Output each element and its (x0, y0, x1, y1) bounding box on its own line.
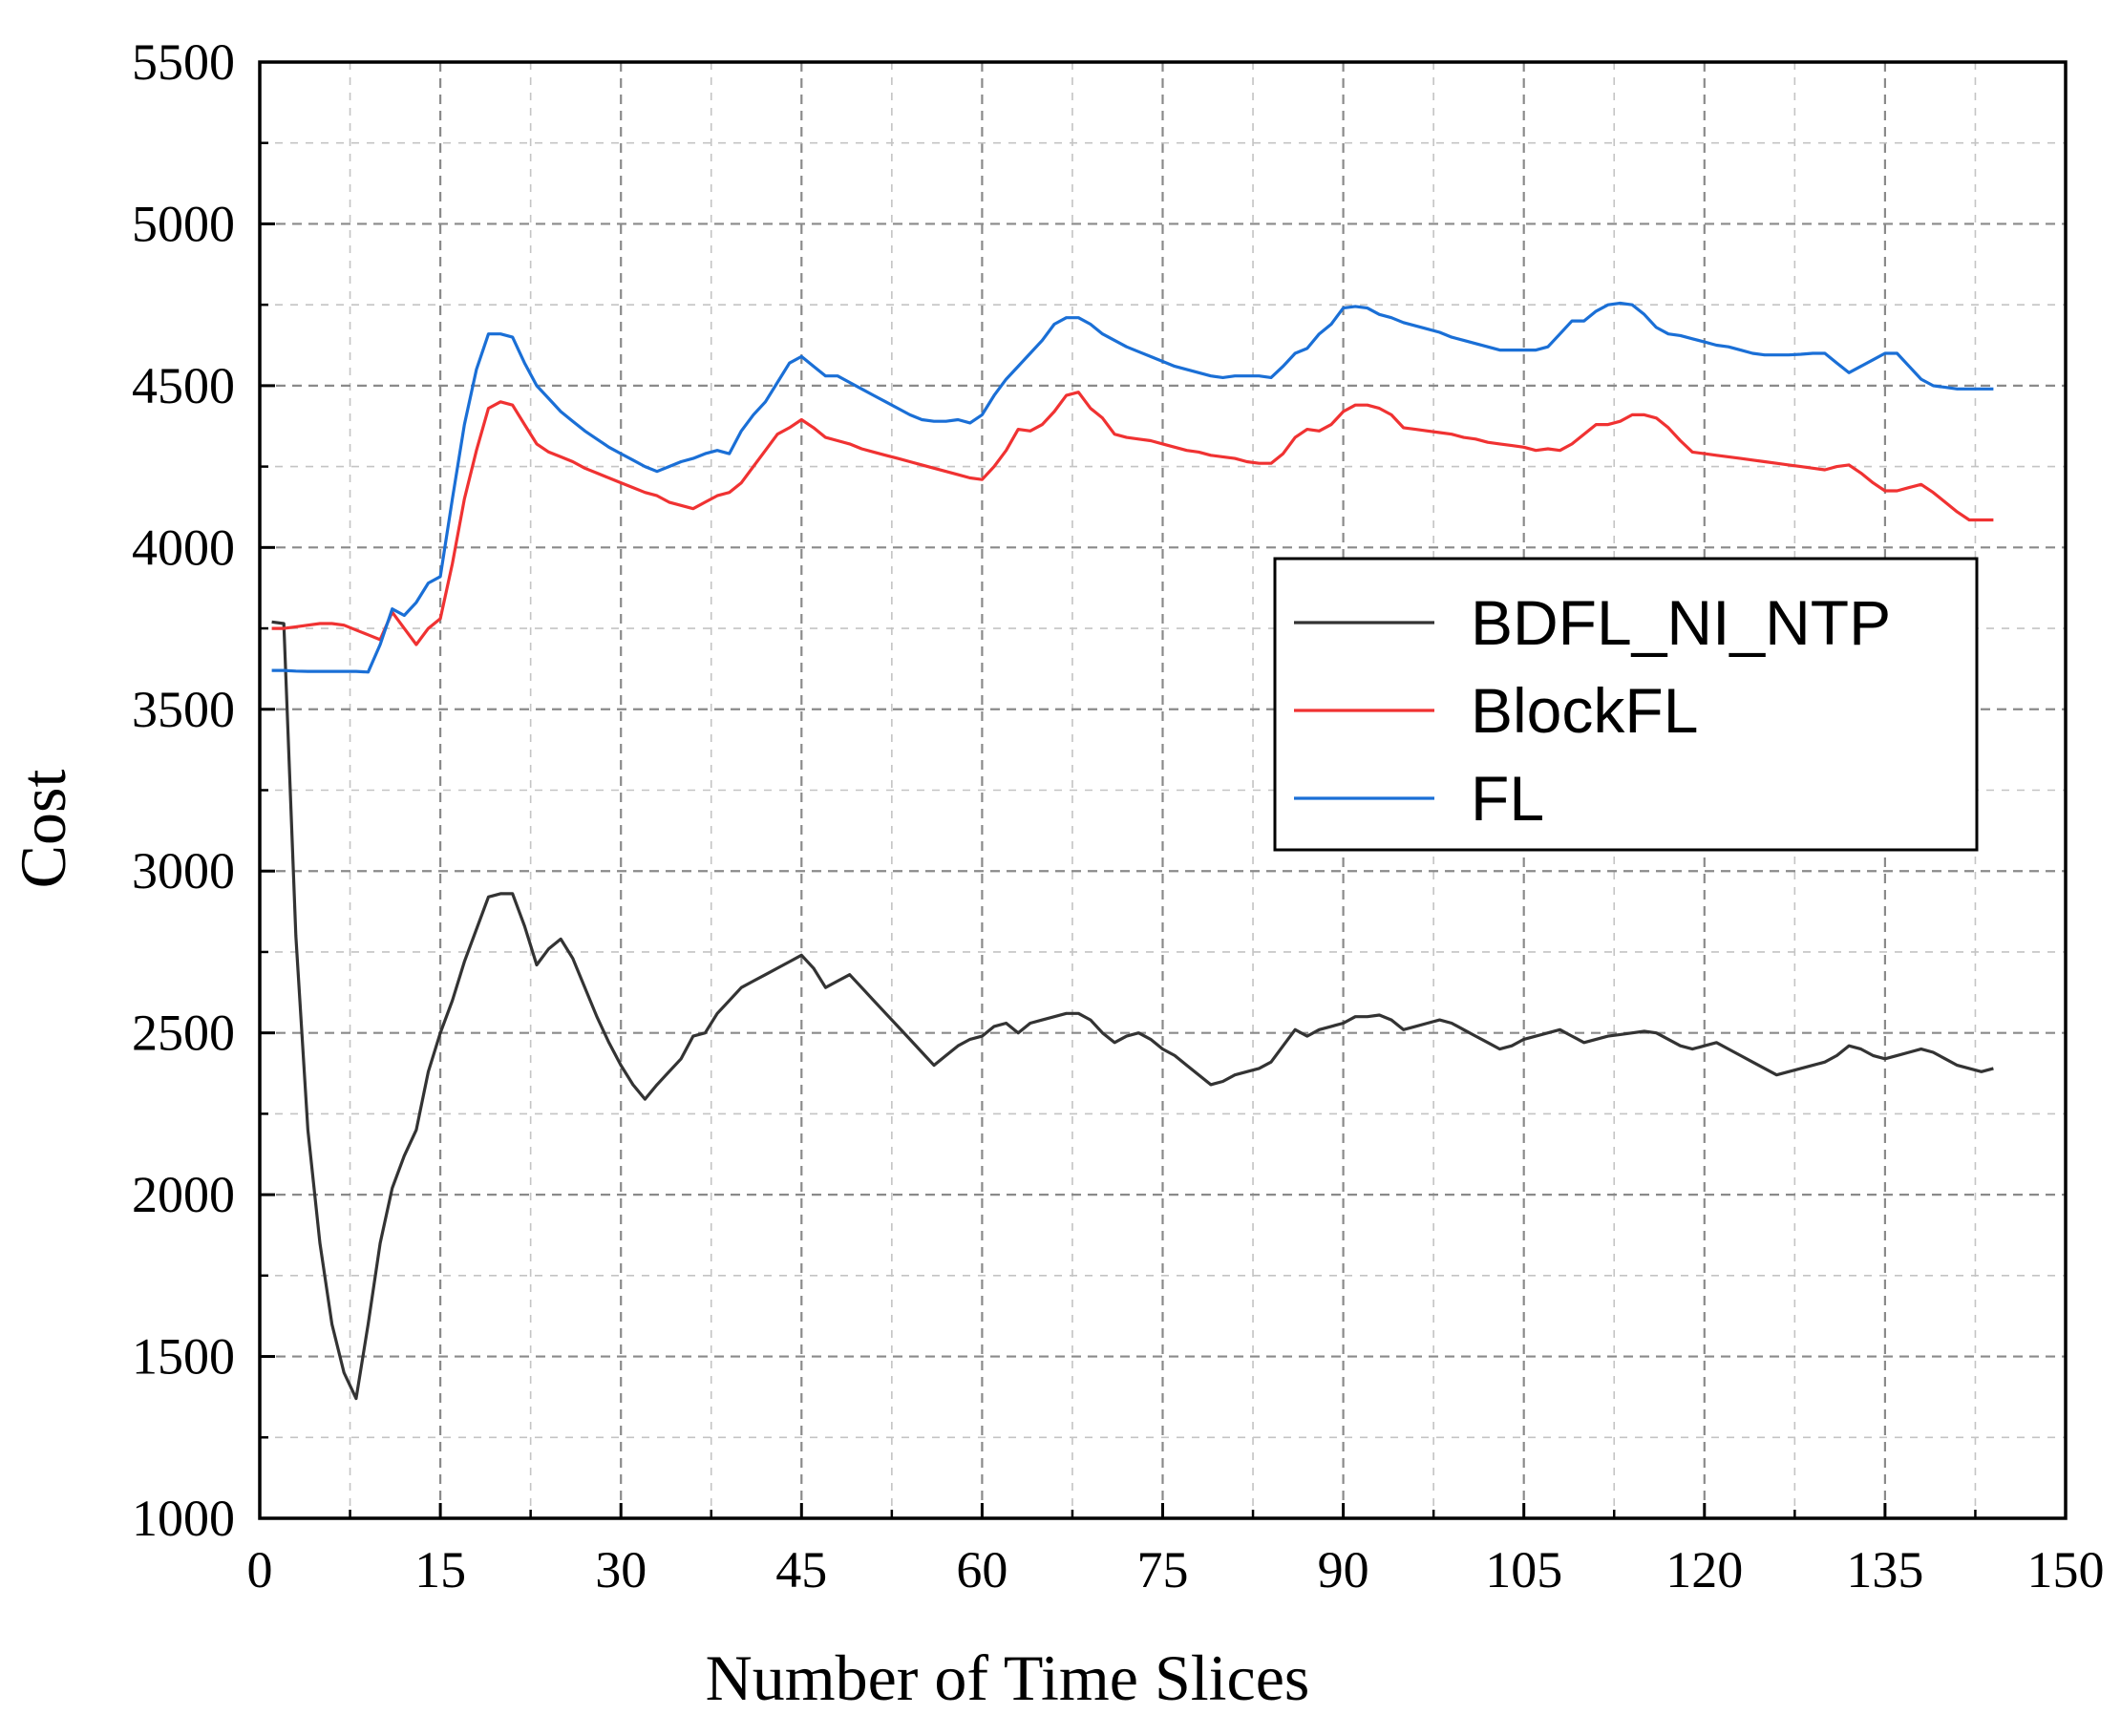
y-tick-label: 3000 (132, 842, 235, 900)
x-tick-label: 135 (1846, 1541, 1923, 1598)
x-tick-label: 75 (1137, 1541, 1189, 1598)
series-line-blockfl (271, 391, 1994, 646)
y-tick-label: 1000 (132, 1490, 235, 1547)
y-tick-label: 2000 (132, 1166, 235, 1223)
y-tick-label: 4000 (132, 519, 235, 576)
legend: BDFL_NI_NTP BlockFL FL (1273, 557, 1979, 852)
y-tick-label: 1500 (132, 1328, 235, 1386)
x-tick-label: 15 (414, 1541, 466, 1598)
axes (258, 60, 2068, 1520)
series-line-fl (271, 301, 1994, 674)
x-axis-title: Number of Time Slices (706, 1641, 1310, 1714)
x-tick-label: 45 (775, 1541, 827, 1598)
x-tick-label: 105 (1485, 1541, 1562, 1598)
legend-label: FL (1471, 763, 1544, 834)
tick-labels: 0 15 30 45 60 75 90 105 120 135 150 1000 1500 2000 250… (132, 33, 2105, 1598)
y-tick-label: 4500 (132, 357, 235, 414)
x-tick-label: 90 (1318, 1541, 1369, 1598)
x-tick-label: 120 (1665, 1541, 1743, 1598)
y-tick-label: 5000 (132, 195, 235, 252)
legend-box (1273, 557, 1979, 852)
x-tick-label: 60 (956, 1541, 1007, 1598)
y-tick-label: 5500 (132, 33, 235, 91)
x-tick-label: 30 (595, 1541, 647, 1598)
x-tick-label: 150 (2027, 1541, 2105, 1598)
series-lines (271, 301, 1994, 1401)
y-tick-label: 3500 (132, 681, 235, 738)
legend-label: BlockFL (1471, 675, 1698, 746)
legend-label: BDFL_NI_NTP (1471, 587, 1891, 658)
x-tick-label: 0 (247, 1541, 273, 1598)
y-tick-label: 2500 (132, 1005, 235, 1062)
series-line-bdfl-ni-ntp (271, 620, 1994, 1401)
y-axis-title: Cost (7, 770, 79, 889)
grid (260, 62, 2066, 1518)
